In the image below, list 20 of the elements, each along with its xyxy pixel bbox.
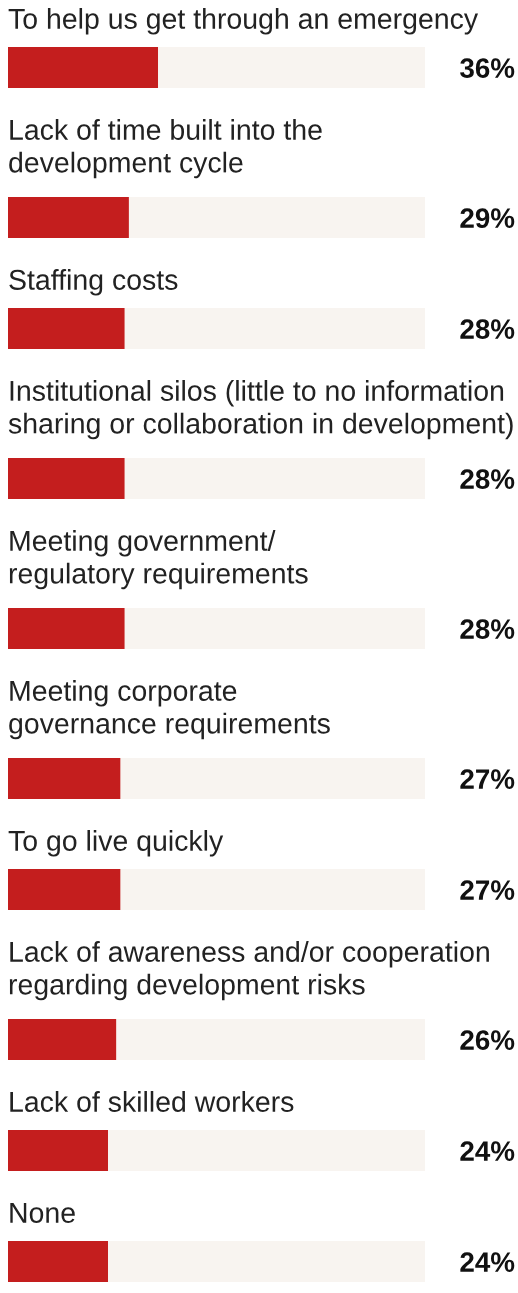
y-tick-label: Meeting government/ regulatory requirements bbox=[9, 530, 308, 590]
y-tick-label: Lack of skilled workers bbox=[10, 1091, 294, 1112]
y-tick-label: Institutional silos (little to no information sharing or collaboration in development) bbox=[8, 380, 513, 440]
y-tick-label: None bbox=[10, 1203, 75, 1223]
y-tick-label: Lack of time built into the development cycle bbox=[9, 119, 322, 179]
data-label: 27% bbox=[460, 769, 515, 789]
data-label: 29% bbox=[460, 208, 515, 228]
data-label: 24% bbox=[460, 1141, 515, 1161]
data-label: 28% bbox=[460, 619, 515, 639]
data-label: 28% bbox=[460, 319, 515, 339]
data-label: 27% bbox=[460, 880, 515, 900]
data-label: 26% bbox=[460, 1030, 515, 1050]
y-tick-label: To help us get through an emergency bbox=[8, 8, 479, 35]
data-label: 36% bbox=[460, 58, 515, 78]
data-label: 24% bbox=[460, 1252, 515, 1272]
y-tick-label: Staffing costs bbox=[9, 269, 178, 296]
y-tick-label: To go live quickly bbox=[8, 830, 224, 857]
y-tick-label: Lack of awareness and/or cooperation regarding development risks bbox=[9, 941, 489, 1001]
y-tick-label: Meeting corporate governance requirements bbox=[9, 680, 330, 740]
data-label: 28% bbox=[460, 469, 515, 489]
